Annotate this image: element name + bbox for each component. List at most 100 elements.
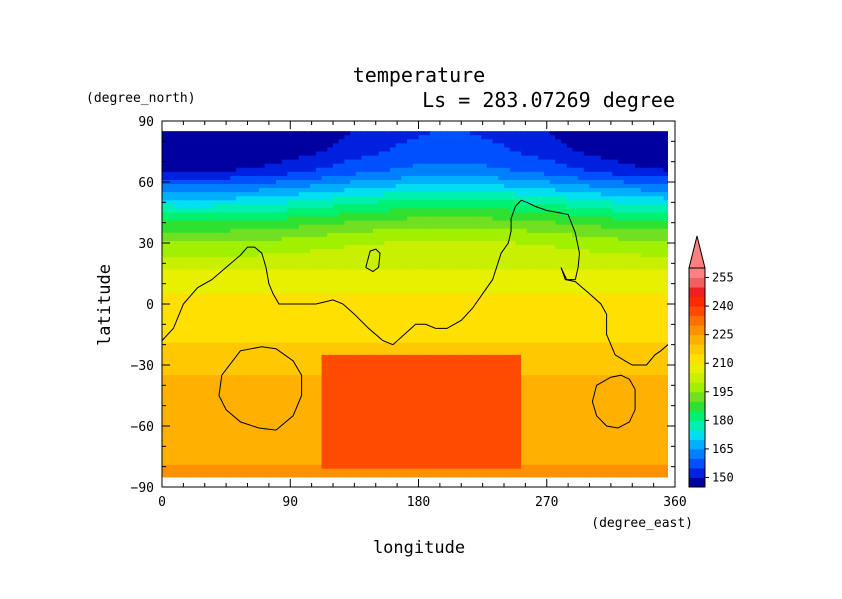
field-cell [395,362,402,368]
field-cell [281,428,288,433]
field-cell [304,472,311,478]
field-cell [281,399,288,405]
field-cell [293,163,300,169]
field-cell [412,419,420,425]
field-cell [287,395,294,401]
field-cell [201,151,209,157]
field-cell [367,464,374,470]
field-cell [213,415,220,421]
field-cell [287,338,294,344]
field-cell [327,407,334,413]
field-cell [190,147,197,153]
field-cell [412,196,420,201]
field-cell [469,159,477,165]
field-cell [361,200,368,205]
field-cell [315,472,323,478]
field-cell [492,167,499,173]
field-cell [481,151,488,157]
field-cell [384,468,391,474]
field-cell [407,240,414,246]
field-cell [458,472,465,478]
field-cell [310,387,317,393]
field-cell [179,265,186,271]
field-cell [441,301,448,307]
field-cell [310,358,317,364]
field-cell [190,322,197,327]
field-cell [469,265,477,271]
field-cell [469,171,477,177]
field-cell [350,387,357,393]
field-cell [418,411,425,417]
field-cell [458,371,465,376]
field-cell [344,452,351,458]
field-cell [241,334,249,340]
field-cell [327,452,334,458]
field-cell [304,346,311,352]
field-cell [196,440,203,445]
field-cell [179,371,186,376]
field-cell [458,171,465,177]
field-cell [167,452,174,458]
field-cell [298,155,306,161]
field-cell [281,387,288,393]
field-cell [486,350,494,356]
field-cell [350,269,357,275]
field-cell [219,391,226,397]
field-cell [162,436,169,441]
field-cell [481,245,488,250]
field-cell [230,240,237,246]
field-cell [315,428,323,433]
field-cell [179,289,186,295]
field-cell [293,387,300,393]
field-cell [321,306,328,311]
field-cell [173,139,180,144]
field-cell [407,208,414,214]
field-cell [293,436,300,441]
field-cell [333,167,340,173]
field-cell [173,143,180,149]
field-cell [179,277,186,283]
field-cell [327,334,334,340]
field-cell [315,293,323,299]
field-cell [179,472,186,478]
field-cell [213,192,220,197]
field-cell [281,407,288,413]
field-cell [486,297,494,303]
field-cell [276,407,283,413]
field-cell [287,200,294,205]
field-cell [270,196,277,201]
field-cell [412,326,420,332]
field-cell [281,135,288,140]
field-cell [230,354,237,360]
field-cell [412,261,420,266]
field-cell [315,346,323,352]
field-cell [253,306,260,311]
field-cell [486,395,494,401]
field-cell [344,350,351,356]
field-cell [412,306,420,311]
field-cell [298,371,306,376]
field-cell [315,139,323,144]
field-cell [338,387,345,393]
field-cell [179,334,186,340]
field-cell [486,184,494,189]
field-cell [372,171,380,177]
field-cell [173,281,180,287]
field-cell [304,423,311,429]
field-cell [224,135,231,140]
field-cell [481,192,488,197]
field-cell [447,334,454,340]
field-cell [424,440,431,445]
field-cell [179,460,186,466]
field-cell [310,224,317,230]
field-cell [173,415,180,421]
field-cell [435,448,442,454]
field-cell [452,220,459,226]
field-cell [167,415,174,421]
field-cell [270,293,277,299]
field-cell [224,354,231,360]
field-cell [264,306,271,311]
field-cell [395,261,402,266]
field-cell [350,293,357,299]
field-cell [304,147,311,153]
